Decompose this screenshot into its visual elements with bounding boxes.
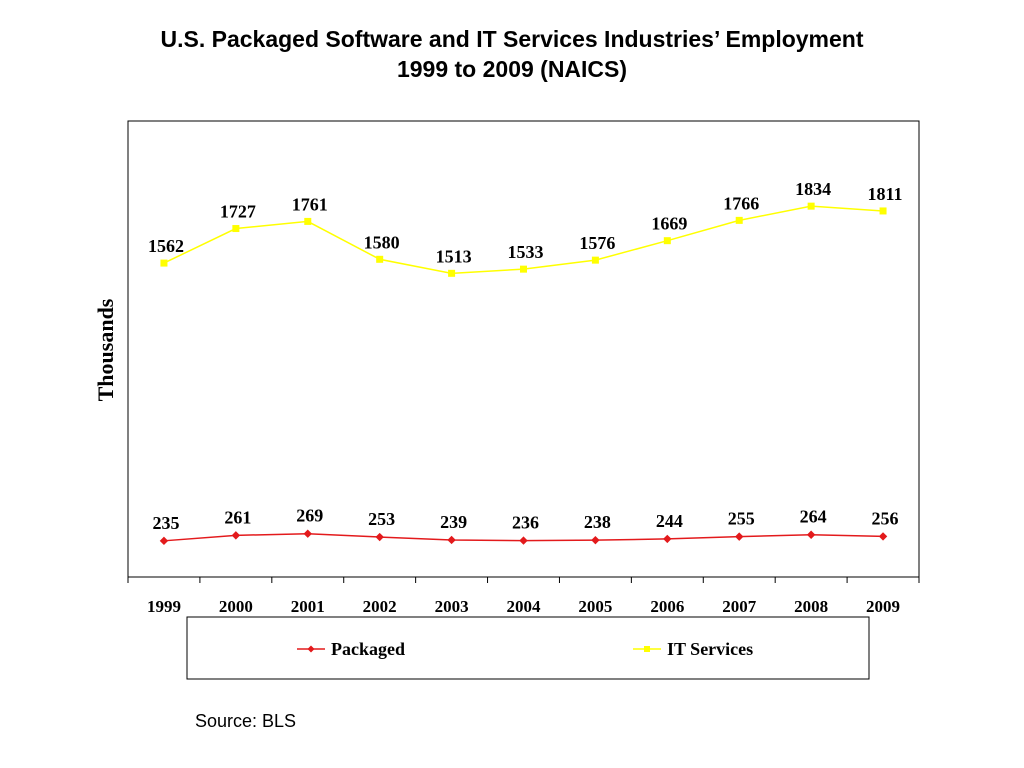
data-label: 1811 [868,184,903,204]
x-tick-label: 2002 [363,597,397,616]
data-label: 253 [368,509,395,529]
data-point-marker [878,532,888,541]
data-label: 1562 [148,236,184,256]
data-point-marker [159,536,169,546]
x-tick-label: 2001 [291,597,325,616]
x-tick-label: 2004 [507,597,542,616]
data-label: 269 [296,506,323,526]
data-point-marker [447,535,456,545]
data-label: 238 [584,512,611,532]
legend: Packaged IT Services [297,639,753,659]
data-point-marker [879,207,887,215]
x-axis-ticks [127,577,920,583]
chart-title: U.S. Packaged Software and IT Services I… [0,24,1024,84]
legend-label: Packaged [331,639,405,659]
data-point-marker [232,225,240,233]
data-label: 1533 [508,242,544,262]
data-label: 1513 [436,246,472,266]
series-it-services: 1562 1727 1761 1580 1513 1533 1576 1669 1766 1834… [148,179,903,277]
data-point-marker [591,256,599,264]
series-packaged: 235 261 269 253 239 236 238 244 255 264 256 [152,506,899,546]
data-label: 235 [152,513,179,533]
data-label: 261 [224,507,251,527]
x-axis-tick-labels: 1999 2000 2001 2002 2003 2004 2005 2006 2007 2008… [147,597,900,616]
data-label: 1761 [292,194,328,214]
x-tick-label: 2009 [866,597,900,616]
series-line [163,205,884,275]
data-point-marker [663,237,671,245]
data-point-marker [735,216,743,224]
data-label: 239 [440,512,467,532]
legend-box [186,616,870,680]
data-point-marker [304,217,312,225]
data-label: 1766 [723,193,759,213]
x-tick-label: 2006 [650,597,684,616]
chart-title-line-2: 1999 to 2009 (NAICS) [396,56,628,82]
x-tick-label: 2005 [578,597,612,616]
data-point-marker [735,532,744,541]
data-point-marker [231,531,241,540]
data-point-marker [376,255,384,263]
data-label: 1669 [651,214,687,234]
x-tick-label: 2003 [435,597,469,616]
legend-swatch-marker [644,646,650,652]
chart-title-line-1: U.S. Packaged Software and IT Services I… [160,26,864,52]
data-label: 1580 [364,232,400,252]
data-point-marker [663,534,672,544]
source-note: Source: BLS [195,711,297,731]
data-point-marker [303,529,312,538]
x-tick-label: 2000 [219,597,253,616]
data-point-marker [375,532,384,542]
y-axis-label: Thousands [93,298,118,401]
x-tick-label: 2007 [722,597,757,616]
series-layer: 235 261 269 253 239 236 238 244 255 264 256 1562 172… [148,179,903,546]
data-point-marker [591,535,600,545]
data-point-marker [807,202,815,210]
data-label: 1576 [579,233,615,253]
data-point-marker [806,530,816,539]
data-label: 264 [800,507,827,527]
data-point-marker [520,265,527,273]
legend-swatch-marker [307,645,315,653]
data-label: 1727 [220,202,256,222]
legend-label: IT Services [667,639,753,659]
data-label: 1834 [795,179,831,199]
data-label: 244 [656,511,683,531]
data-point-marker [448,269,456,277]
data-point-marker [160,259,168,267]
data-label: 255 [728,509,755,529]
data-point-marker [519,536,528,545]
x-tick-label: 1999 [147,597,181,616]
data-label: 236 [512,513,539,533]
data-label: 256 [872,508,899,528]
x-tick-label: 2008 [794,597,828,616]
